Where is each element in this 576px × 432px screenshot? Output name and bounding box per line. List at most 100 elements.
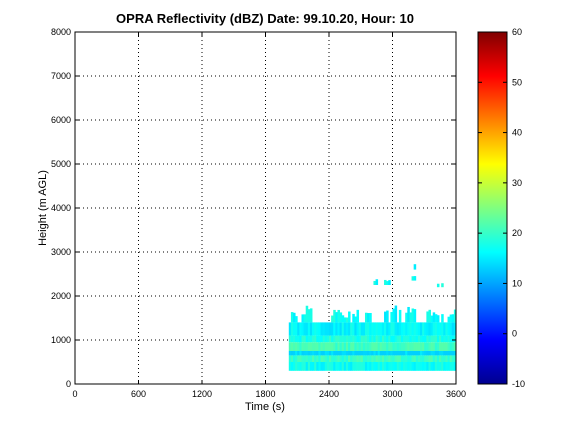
echo-fragment bbox=[441, 314, 444, 323]
echo-cell bbox=[413, 322, 417, 336]
echo-cell bbox=[453, 362, 456, 371]
echo-cell bbox=[375, 335, 379, 343]
echo-cell bbox=[335, 351, 338, 356]
echo-cell bbox=[407, 351, 410, 356]
echo-cell bbox=[299, 335, 302, 343]
echo-cell bbox=[307, 351, 311, 356]
echo-fragment bbox=[301, 314, 304, 323]
echo-fragment bbox=[295, 316, 298, 323]
echo-cell bbox=[288, 322, 292, 336]
echo-fragment bbox=[398, 309, 402, 323]
echo-cell bbox=[299, 362, 302, 371]
echo-cell bbox=[417, 322, 421, 336]
echo-cell bbox=[305, 355, 309, 362]
echo-cell bbox=[386, 335, 389, 343]
echo-cell bbox=[405, 355, 408, 362]
echo-cell bbox=[364, 351, 368, 356]
echo-cell bbox=[290, 342, 294, 351]
echo-cell bbox=[360, 342, 364, 351]
y-tick-label: 1000 bbox=[51, 335, 71, 345]
echo-cell bbox=[307, 362, 311, 371]
echo-cell bbox=[424, 355, 427, 362]
echo-cell bbox=[422, 362, 425, 371]
echo-cell bbox=[394, 351, 398, 356]
echo-cell bbox=[388, 355, 391, 362]
echo-cell bbox=[441, 335, 444, 343]
echo-cell bbox=[413, 335, 417, 343]
echo-cell bbox=[348, 335, 351, 343]
echo-cell bbox=[364, 342, 368, 351]
x-axis-ticks: 0 600 1200 1800 2400 3000 3600 bbox=[72, 32, 466, 399]
echo-cell bbox=[390, 342, 393, 351]
echo-cell bbox=[432, 342, 436, 351]
echo-cell bbox=[447, 335, 451, 343]
echo-cell bbox=[288, 355, 292, 362]
echo-cell bbox=[441, 342, 444, 351]
echo-cell bbox=[358, 351, 362, 356]
echo-cell bbox=[293, 362, 296, 371]
echo-cell bbox=[451, 322, 455, 336]
echo-fragment bbox=[375, 279, 379, 285]
echo-cell bbox=[388, 362, 391, 371]
echo-cell bbox=[343, 342, 347, 351]
echo-cell bbox=[369, 362, 372, 371]
echo-cell bbox=[400, 342, 404, 351]
echo-cell bbox=[316, 355, 319, 362]
echo-cell bbox=[405, 322, 408, 336]
echo-cell bbox=[388, 351, 391, 356]
echo-cell bbox=[339, 355, 343, 362]
echo-fragment bbox=[386, 310, 389, 323]
echo-cell bbox=[379, 335, 383, 343]
echo-cell bbox=[333, 362, 336, 371]
echo-cell bbox=[436, 342, 440, 351]
echo-cell bbox=[449, 351, 453, 356]
echo-cell bbox=[453, 335, 456, 343]
echo-cell bbox=[439, 335, 442, 343]
echo-cell bbox=[390, 335, 393, 343]
echo-cell bbox=[409, 335, 412, 343]
echo-cell bbox=[413, 351, 417, 356]
echo-cell bbox=[394, 322, 398, 336]
echo-cell bbox=[403, 362, 406, 371]
echo-fragment bbox=[352, 313, 355, 323]
colorbar-tick-label: 60 bbox=[512, 27, 522, 37]
echo-cell bbox=[293, 342, 296, 351]
echo-cell bbox=[339, 362, 343, 371]
echo-cell bbox=[420, 342, 423, 351]
echo-cell bbox=[345, 335, 349, 343]
echo-cell bbox=[354, 322, 357, 336]
echo-cell bbox=[369, 322, 372, 336]
echo-cell bbox=[428, 351, 431, 356]
echo-fragment bbox=[430, 315, 434, 323]
echo-cell bbox=[428, 322, 431, 336]
echo-cell bbox=[426, 322, 429, 336]
echo-cell bbox=[362, 362, 366, 371]
echo-cell bbox=[394, 342, 398, 351]
echo-cell bbox=[356, 355, 360, 362]
echo-cell bbox=[331, 335, 334, 343]
echo-fragment bbox=[413, 309, 417, 323]
echo-cell bbox=[432, 355, 436, 362]
echo-cell bbox=[301, 342, 304, 351]
echo-cell bbox=[415, 355, 419, 362]
echo-cell bbox=[377, 342, 381, 351]
echo-cell bbox=[411, 362, 415, 371]
echo-cell bbox=[331, 342, 334, 351]
echo-fragment bbox=[335, 312, 338, 323]
x-tick-label: 0 bbox=[72, 389, 77, 399]
echo-cell bbox=[453, 342, 456, 351]
echo-cell bbox=[341, 351, 345, 356]
echo-cell bbox=[453, 322, 456, 336]
echo-cell bbox=[422, 335, 425, 343]
echo-cell bbox=[303, 351, 307, 356]
echo-cell bbox=[384, 355, 387, 362]
echo-cell bbox=[297, 351, 300, 356]
echo-cell bbox=[443, 342, 446, 351]
echo-cell bbox=[360, 351, 364, 356]
colorbar bbox=[477, 31, 508, 385]
echo-cell bbox=[396, 355, 400, 362]
echo-cell bbox=[297, 342, 300, 351]
echo-cell bbox=[390, 351, 393, 356]
echo-cell bbox=[314, 362, 317, 371]
echo-cell bbox=[350, 342, 353, 351]
